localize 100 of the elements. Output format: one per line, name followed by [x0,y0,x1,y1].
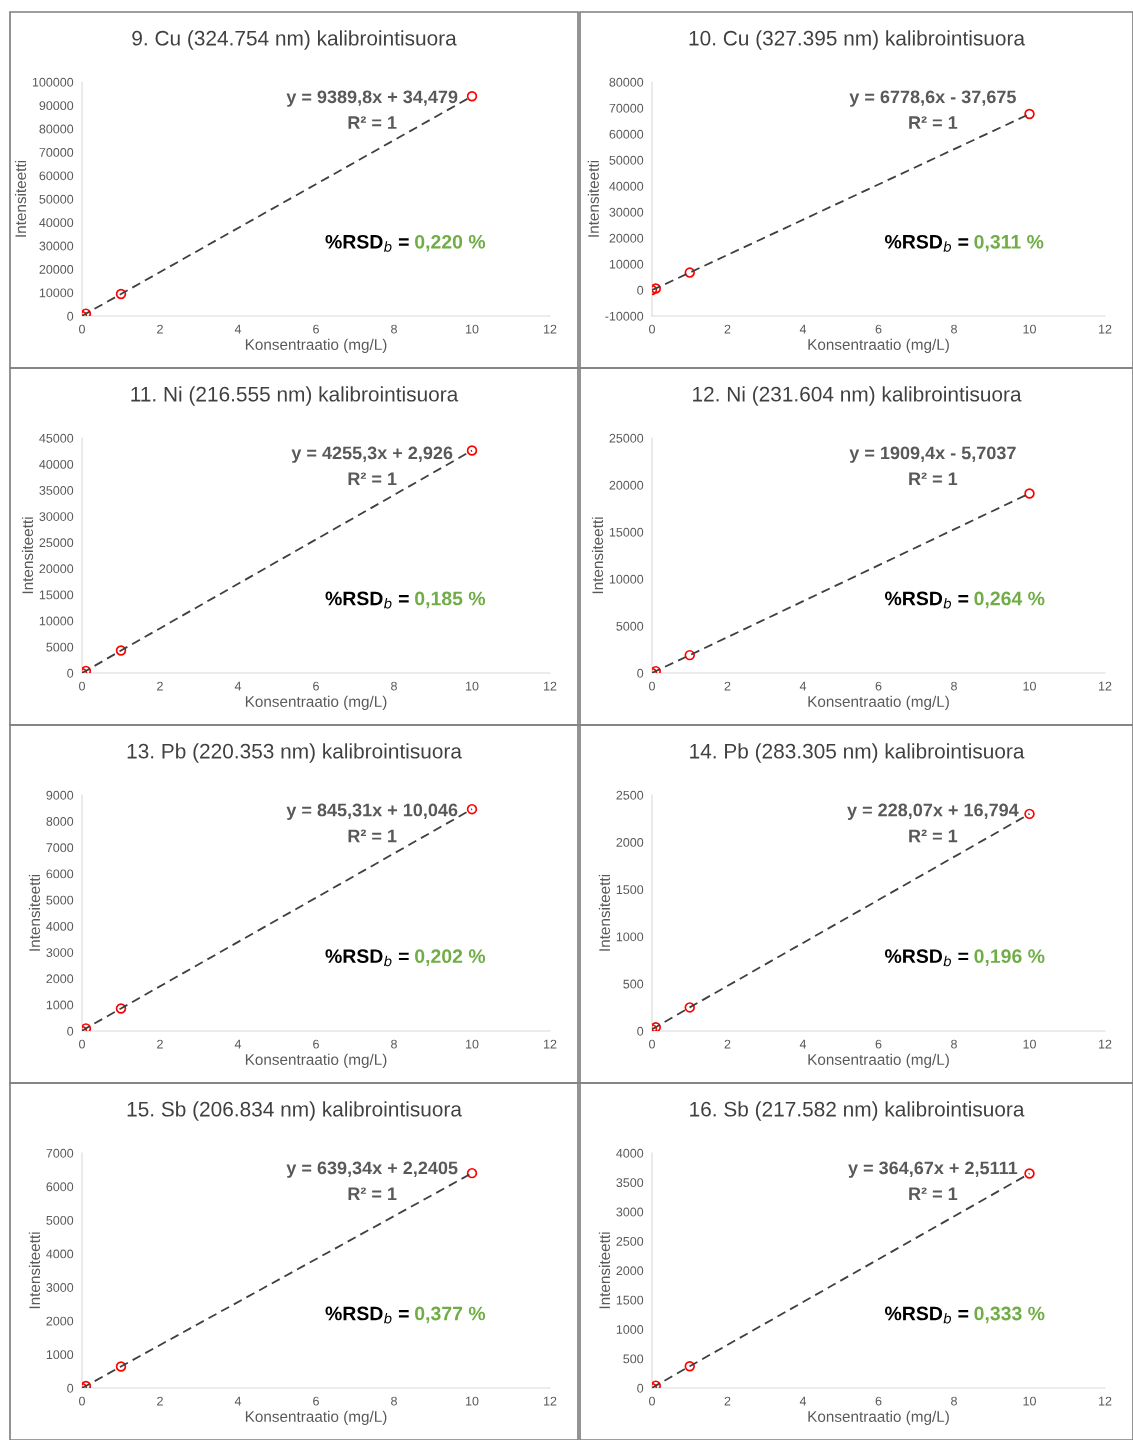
y-tick-label: 15000 [609,527,644,537]
y-tick-label: 2000 [616,1266,644,1276]
x-tick-label: 10 [466,681,479,691]
y-axis-title: Intensiteetti [28,874,41,951]
y-axis-title: Intensiteetti [587,160,599,237]
annotation: R² = 1 [909,116,958,129]
annotation: %RSD$_{b}$ = [325,949,409,967]
x-tick-label: 2 [724,324,731,334]
y-tick-label: 6000 [46,869,74,879]
chart-title: 9. Cu (324.754 nm) kalibrointisuora [132,30,457,50]
chart-title: 15. Sb (206.834 nm) kalibrointisuora [127,1101,462,1121]
x-tick-label: 2 [157,324,163,334]
annotation: %RSD$_{b}$ = [325,591,409,609]
y-tick-label: 10000 [609,574,644,584]
chart-title: 16. Sb (217.582 nm) kalibrointisuora [690,1101,1025,1121]
y-tick-label: 40000 [39,218,74,228]
y-tick-label: 500 [623,979,644,989]
y-tick-label: 2500 [616,790,644,800]
annotation: 0,185 % [415,591,486,609]
x-tick-label: 4 [799,1396,807,1406]
y-tick-label: 15000 [39,590,74,600]
y-tick-label: 5000 [616,621,644,631]
x-tick-label: 0 [79,324,85,334]
y-tick-label: 90000 [39,101,74,111]
y-tick-label: 40000 [39,459,74,469]
x-tick-label: 12 [544,324,557,334]
y-axis-title: Intensiteetti [591,517,604,594]
x-tick-label: 10 [1023,324,1036,334]
y-tick-label: 7000 [46,1148,74,1158]
y-tick-label: 9000 [46,790,74,800]
chart-title: 13. Pb (220.353 nm) kalibrointisuora [127,743,462,763]
annotation: %RSD$_{b}$ = [885,949,969,967]
x-tick-label: 12 [544,1039,557,1049]
y-tick-label: 2000 [616,838,644,847]
y-tick-label: 45000 [39,433,74,443]
y-tick-label: 40000 [609,181,644,191]
y-tick-label: 25000 [39,538,74,548]
x-tick-label: 10 [1023,1396,1036,1406]
y-tick-label: 60000 [39,171,74,181]
x-tick-label: 6 [313,1039,319,1049]
x-tick-label: 4 [234,681,242,691]
x-tick-label: 10 [466,1039,479,1049]
annotation: R² = 1 [348,829,397,843]
y-tick-label: 70000 [609,103,644,113]
chart-title: 14. Pb (283.305 nm) kalibrointisuora [690,743,1025,763]
x-tick-label: 0 [649,324,655,334]
y-tick-label: 2000 [46,1316,74,1326]
y-tick-label: 70000 [39,148,74,157]
annotation: 0,333 % [974,1306,1045,1324]
y-tick-label: 20000 [609,233,644,243]
annotation: y = 6778,6x - 37,675 [849,90,1016,107]
x-tick-label: 6 [313,1396,319,1406]
annotation: %RSD$_{b}$ = [885,591,969,609]
y-axis-title: Intensiteetti [598,874,611,951]
annotation: y = 228,07x + 16,794 [847,803,1019,820]
y-tick-label: 30000 [39,241,74,251]
y-tick-label: 20000 [39,265,74,274]
y-axis-title: Intensiteetti [21,517,34,594]
y-tick-label: 30000 [39,512,74,521]
chart-title: 10. Cu (327.395 nm) kalibrointisuora [689,30,1025,50]
annotation: 0,220 % [415,234,486,252]
x-tick-label: 2 [724,1396,731,1406]
y-tick-label: 10000 [39,616,74,626]
x-tick-label: 0 [649,1039,655,1049]
y-tick-label: 8000 [46,817,74,826]
y-axis-title: Intensiteetti [598,1232,611,1309]
chart-title: 11. Ni (216.555 nm) kalibrointisuora [131,386,459,406]
x-tick-label: 12 [1099,681,1112,691]
y-tick-label: 1000 [616,932,644,942]
y-tick-label: 0 [67,311,74,321]
annotation: R² = 1 [348,472,397,485]
y-tick-label: 10000 [39,288,74,298]
annotation: %RSD$_{b}$ = [885,1306,969,1324]
annotation: 0,311 % [974,234,1044,252]
annotation: R² = 1 [348,116,397,129]
x-tick-label: 2 [157,1396,163,1406]
x-tick-label: 4 [799,681,807,691]
y-tick-label: 0 [637,1026,644,1036]
x-axis-title: Konsentraatio (mg/L) [245,695,387,711]
y-tick-label: 30000 [609,207,644,217]
x-tick-label: 2 [157,1039,163,1049]
y-tick-label: 2000 [46,974,74,984]
y-tick-label: 60000 [609,129,644,139]
x-tick-label: 8 [951,1039,957,1049]
y-tick-label: 1000 [46,1350,74,1360]
x-tick-label: 6 [875,324,882,334]
annotation: %RSD$_{b}$ = [325,234,409,252]
x-tick-label: 2 [724,1039,731,1049]
x-tick-label: 4 [234,1039,242,1049]
x-tick-label: 8 [951,1396,957,1406]
y-tick-label: 0 [637,1383,644,1393]
x-tick-label: 8 [951,681,957,691]
y-tick-label: 35000 [39,486,74,495]
y-tick-label: 80000 [39,124,74,134]
y-tick-label: 3000 [616,1207,644,1217]
annotation: R² = 1 [909,829,958,843]
x-axis-title: Konsentraatio (mg/L) [245,1410,387,1426]
x-tick-label: 8 [391,324,397,334]
x-tick-label: 10 [466,324,479,334]
y-tick-label: 0 [637,668,644,678]
